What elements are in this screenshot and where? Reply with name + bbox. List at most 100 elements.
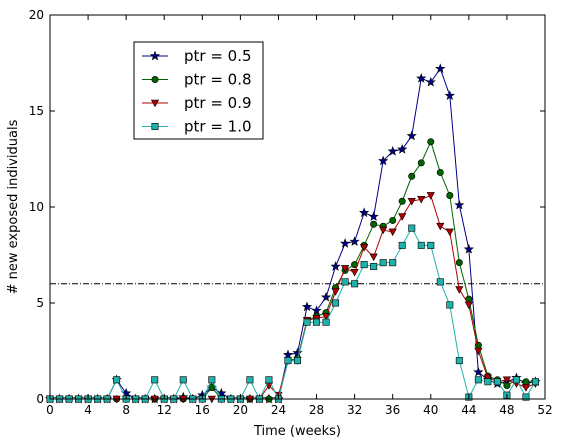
data-point xyxy=(387,145,398,156)
data-point xyxy=(445,228,454,237)
x-tick-label: 0 xyxy=(46,403,54,417)
data-point xyxy=(321,313,331,321)
data-point xyxy=(397,144,408,154)
series-line xyxy=(50,227,536,401)
data-point xyxy=(502,376,512,385)
y-tick-label: 0 xyxy=(36,392,44,406)
data-point xyxy=(427,138,435,146)
data-point xyxy=(151,376,159,384)
legend-label: ptr = 1.0 xyxy=(184,118,252,136)
data-point xyxy=(406,130,417,141)
data-point xyxy=(389,216,397,224)
data-point xyxy=(446,301,454,309)
data-point xyxy=(398,213,407,221)
data-point xyxy=(208,376,216,384)
data-point xyxy=(330,261,341,271)
x-tick-label: 4 xyxy=(84,403,92,417)
legend-label: ptr = 0.8 xyxy=(184,71,252,89)
x-tick-label: 36 xyxy=(385,403,400,417)
legend-marker xyxy=(150,99,160,108)
data-point xyxy=(463,243,474,254)
x-tick-label: 8 xyxy=(122,403,130,417)
data-point xyxy=(311,305,322,316)
data-point xyxy=(417,241,425,249)
data-point xyxy=(473,366,484,377)
x-tick-label: 20 xyxy=(233,403,248,417)
data-point xyxy=(436,168,444,176)
data-point xyxy=(416,73,427,83)
data-point xyxy=(435,63,446,74)
series-layer xyxy=(44,63,541,404)
data-point xyxy=(341,278,349,286)
data-point xyxy=(522,393,530,401)
legend-label: ptr = 0.5 xyxy=(184,47,252,65)
data-point xyxy=(408,224,416,232)
data-point xyxy=(350,268,359,277)
data-point xyxy=(474,341,482,349)
data-point xyxy=(312,315,321,323)
data-point xyxy=(522,378,530,386)
x-tick-label: 24 xyxy=(271,403,286,417)
data-point xyxy=(340,265,350,273)
y-tick-label: 15 xyxy=(29,104,44,118)
x-tick-label: 16 xyxy=(195,403,210,417)
data-point xyxy=(360,261,368,269)
x-axis-label: Time (weeks) xyxy=(253,424,341,439)
data-point xyxy=(454,199,465,210)
data-point xyxy=(331,288,340,296)
data-point xyxy=(493,378,501,386)
data-point xyxy=(113,376,121,384)
data-point xyxy=(464,301,473,310)
x-tick-label: 48 xyxy=(499,403,514,417)
data-point xyxy=(408,172,416,180)
data-point xyxy=(531,378,539,386)
x-tick-label: 12 xyxy=(157,403,172,417)
data-point xyxy=(322,318,330,326)
y-axis-label: # new exposed individuals xyxy=(6,119,21,294)
data-point xyxy=(340,238,351,248)
data-point xyxy=(436,222,445,231)
plot-frame xyxy=(49,14,546,400)
legend-label: ptr = 0.9 xyxy=(184,94,252,112)
data-point xyxy=(332,299,340,307)
series-line xyxy=(50,67,536,400)
series-ptr-0-8 xyxy=(46,138,539,403)
data-point xyxy=(417,196,426,204)
data-point xyxy=(455,286,464,294)
legend-marker xyxy=(149,50,161,61)
data-point xyxy=(369,253,378,262)
data-point xyxy=(427,241,435,249)
series-ptr-0-5 xyxy=(44,63,541,404)
data-point xyxy=(368,211,379,221)
data-point xyxy=(426,192,435,200)
data-point xyxy=(484,378,492,386)
y-tick-label: 5 xyxy=(36,296,44,310)
data-point xyxy=(313,318,321,326)
series-ptr-0-9 xyxy=(45,192,540,404)
data-point xyxy=(179,376,187,384)
series-line xyxy=(50,194,536,400)
legend-marker xyxy=(151,76,159,84)
data-point xyxy=(389,259,397,267)
data-point xyxy=(455,259,463,267)
data-point xyxy=(446,191,454,199)
data-point xyxy=(351,280,359,288)
data-point xyxy=(378,155,389,166)
data-point xyxy=(293,357,301,365)
data-point xyxy=(359,207,370,218)
data-point xyxy=(208,383,216,391)
data-point xyxy=(474,347,483,356)
data-point xyxy=(282,349,294,360)
data-point xyxy=(398,197,406,205)
data-point xyxy=(370,220,378,228)
data-point xyxy=(379,259,387,267)
x-tick-label: 32 xyxy=(347,403,362,417)
y-tick-label: 20 xyxy=(29,8,44,22)
data-point xyxy=(349,236,360,246)
y-tick-label: 10 xyxy=(29,200,44,214)
x-tick-label: 40 xyxy=(423,403,438,417)
data-point xyxy=(455,357,463,365)
data-point xyxy=(284,357,292,365)
x-tick-label: 44 xyxy=(461,403,476,417)
